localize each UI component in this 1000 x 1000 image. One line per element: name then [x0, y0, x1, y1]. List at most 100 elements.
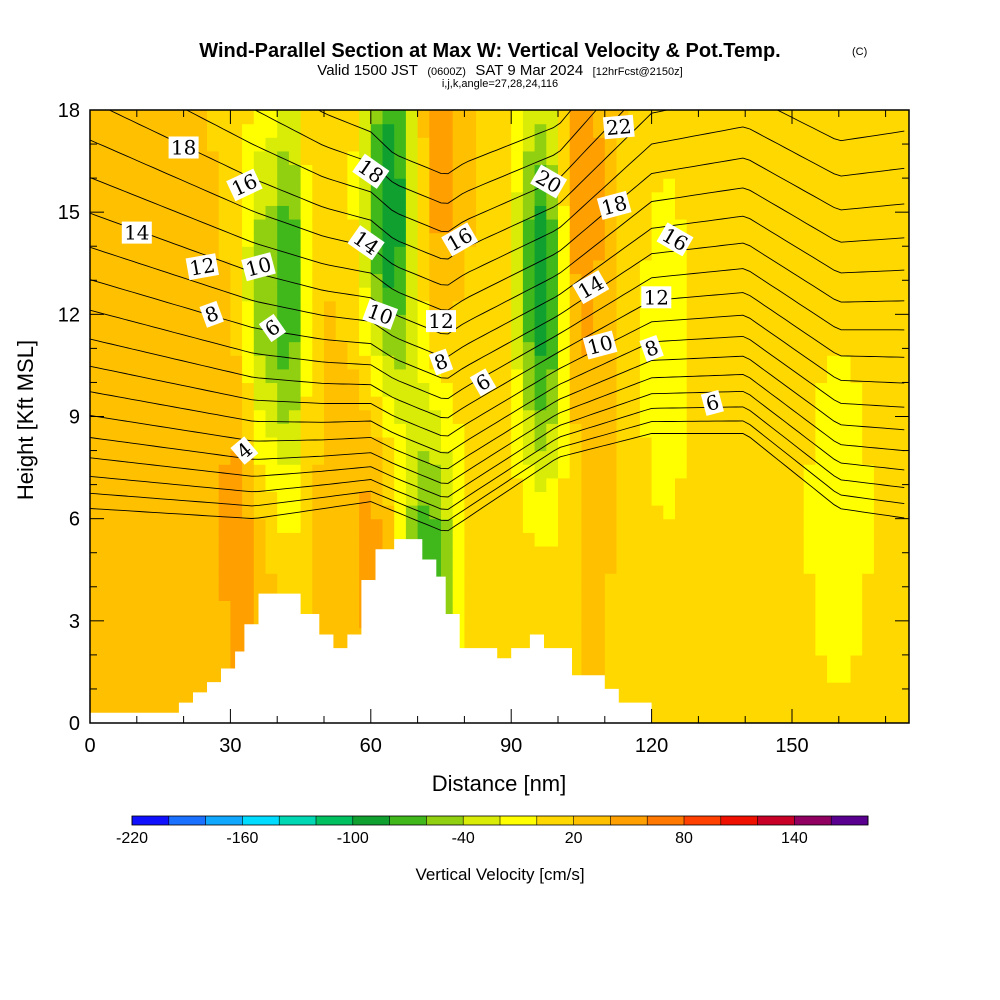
velocity-cell [148, 300, 161, 315]
velocity-cell [242, 518, 255, 533]
velocity-cell [815, 464, 828, 479]
velocity-cell [253, 505, 267, 520]
velocity-cell [265, 382, 278, 397]
contour-label: 12 [641, 285, 672, 309]
velocity-cell [90, 464, 103, 479]
velocity-cell [218, 641, 231, 656]
velocity-cell [230, 110, 243, 125]
velocity-cell [125, 368, 138, 384]
velocity-cell [370, 287, 384, 302]
velocity-cell [534, 477, 547, 493]
velocity-cell [230, 409, 243, 424]
velocity-cell [171, 300, 185, 315]
velocity-cell [604, 641, 618, 656]
velocity-cell [230, 150, 243, 166]
velocity-cell [628, 518, 641, 533]
velocity-cell [429, 110, 442, 125]
velocity-cell [651, 382, 664, 397]
velocity-cell [815, 341, 828, 356]
velocity-cell [441, 396, 454, 411]
velocity-cell [195, 164, 208, 179]
velocity-cell [756, 218, 770, 234]
velocity-cell [499, 600, 512, 615]
velocity-cell [850, 246, 863, 261]
velocity-cell [183, 559, 196, 574]
velocity-cell [288, 355, 302, 370]
velocity-cell [218, 545, 231, 561]
velocity-cell [745, 491, 758, 506]
velocity-cell [487, 123, 501, 138]
velocity-cell [686, 668, 699, 683]
velocity-cell [136, 178, 150, 193]
velocity-cell [745, 695, 758, 710]
velocity-cell [675, 178, 688, 193]
velocity-cell [768, 355, 781, 370]
velocity-cell [370, 532, 384, 547]
velocity-cell [768, 314, 781, 329]
velocity-cell [300, 559, 313, 574]
velocity-cell [675, 436, 688, 452]
isotherm-line [185, 110, 625, 233]
velocity-cell [792, 396, 805, 411]
velocity-cell [429, 450, 442, 465]
velocity-cell [675, 150, 688, 166]
velocity-cell [803, 178, 816, 193]
velocity-cell [300, 123, 313, 138]
velocity-cell [242, 532, 255, 547]
velocity-cell [756, 491, 770, 506]
velocity-cell [616, 477, 629, 493]
velocity-cell [288, 491, 302, 506]
velocity-cell [218, 559, 231, 574]
velocity-cell [675, 641, 688, 656]
y-tick-label: 3 [69, 611, 80, 633]
velocity-cell [452, 573, 465, 588]
velocity-cell [721, 477, 735, 493]
velocity-cell [195, 218, 208, 234]
velocity-cell [593, 518, 606, 533]
velocity-cell [721, 327, 735, 343]
velocity-cell [522, 614, 536, 629]
velocity-cell [230, 314, 243, 329]
velocity-cell [745, 246, 758, 261]
velocity-cell [277, 218, 290, 234]
velocity-cell [616, 532, 629, 547]
velocity-cell [382, 218, 395, 234]
velocity-cell [125, 137, 138, 152]
velocity-cell [136, 327, 150, 343]
velocity-cell [183, 300, 196, 315]
velocity-cell [721, 355, 735, 370]
velocity-cell [721, 423, 735, 438]
velocity-cell [686, 300, 699, 315]
velocity-cell [850, 423, 863, 438]
velocity-cell [160, 682, 173, 697]
velocity-cell [125, 668, 138, 683]
velocity-cell [429, 164, 442, 179]
velocity-cell [628, 327, 641, 343]
velocity-cell [534, 137, 547, 152]
velocity-cell [312, 314, 325, 329]
velocity-cell [721, 137, 735, 152]
contour-label-box [185, 253, 219, 281]
velocity-cell [335, 586, 348, 601]
velocity-cell [113, 518, 126, 533]
velocity-cell [534, 532, 547, 547]
velocity-cell [698, 477, 711, 493]
velocity-cell [511, 137, 524, 152]
velocity-cell [464, 110, 477, 125]
velocity-cell [639, 600, 653, 615]
velocity-cell [873, 355, 887, 370]
velocity-cell [113, 259, 126, 275]
velocity-cell [733, 505, 746, 520]
velocity-cell [253, 123, 267, 138]
velocity-cell [827, 273, 840, 288]
velocity-cell [218, 150, 231, 166]
velocity-cell [628, 464, 641, 479]
velocity-cell [487, 436, 501, 452]
velocity-cell [827, 287, 840, 302]
velocity-cell [265, 341, 278, 356]
velocity-cell [230, 586, 243, 601]
velocity-cell [242, 505, 255, 520]
velocity-cell [569, 300, 582, 315]
velocity-cell [862, 232, 875, 247]
subtitle-valid-time: Valid 1500 JST [317, 62, 418, 79]
